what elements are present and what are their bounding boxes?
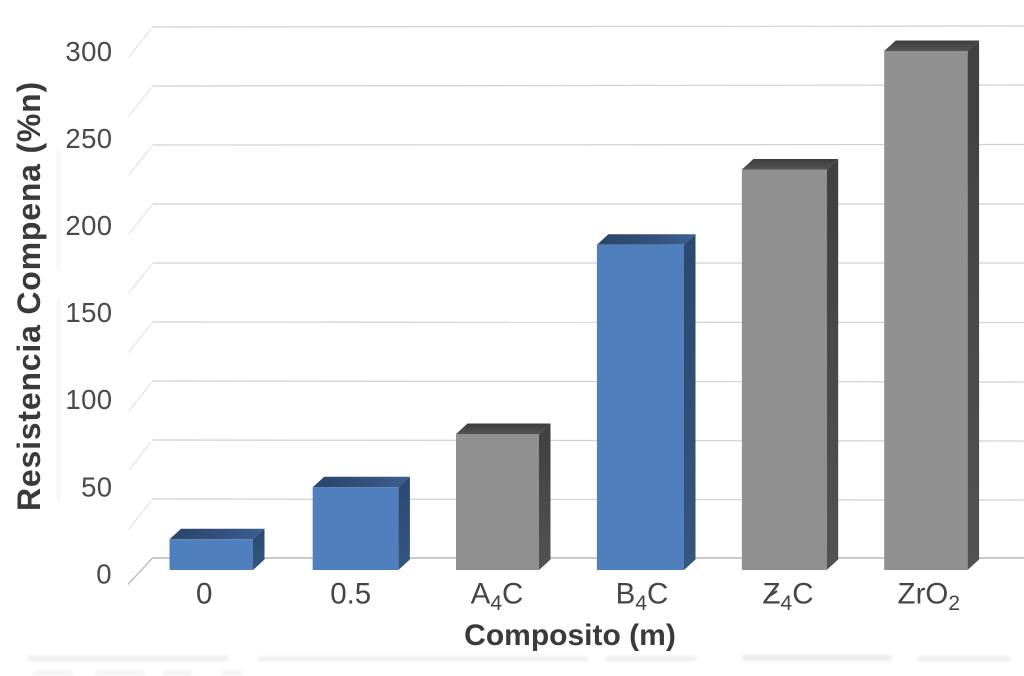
svg-text:200: 200 xyxy=(65,210,112,241)
svg-text:0.5: 0.5 xyxy=(330,578,371,611)
svg-text:0: 0 xyxy=(96,559,112,590)
svg-text:100: 100 xyxy=(65,384,112,415)
svg-text:Composito (m): Composito (m) xyxy=(464,619,676,652)
svg-text:50: 50 xyxy=(81,472,112,503)
svg-text:150: 150 xyxy=(65,297,112,328)
svg-text:300: 300 xyxy=(65,36,112,67)
svg-text:Z4C: Z4C xyxy=(762,578,813,616)
svg-text:250: 250 xyxy=(65,123,112,154)
svg-text:0: 0 xyxy=(196,578,212,611)
svg-text:Resistencia Compena (%n): Resistencia Compena (%n) xyxy=(11,81,47,511)
